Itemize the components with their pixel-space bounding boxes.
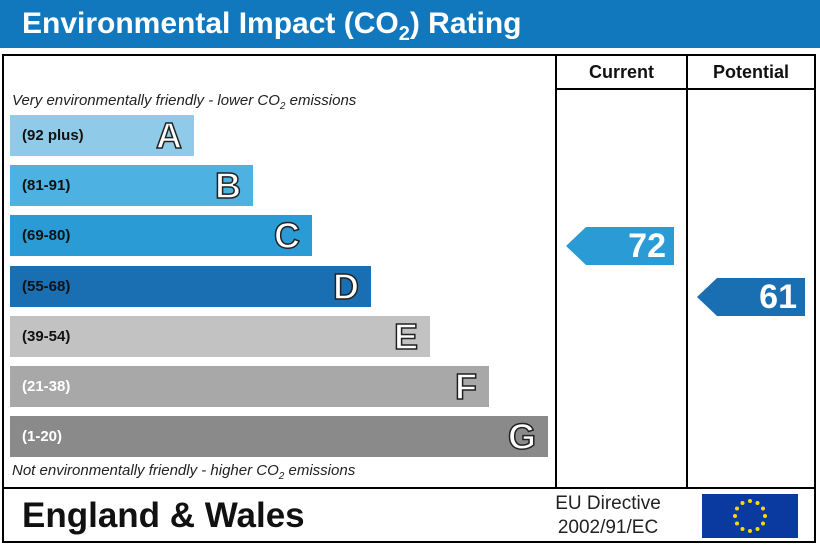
top-note: Very environmentally friendly - lower CO… xyxy=(12,92,357,112)
band-range-label: (39-54) xyxy=(22,328,71,345)
chart-frame xyxy=(2,54,816,543)
eu-star-icon xyxy=(735,521,739,526)
rating-band-e: (39-54) E xyxy=(10,315,430,358)
rating-band-g: (1-20) G xyxy=(10,415,548,458)
header-divider xyxy=(555,88,816,90)
band-letter: G xyxy=(507,415,537,458)
band-range-label: (92 plus) xyxy=(22,127,84,144)
potential-arrow-shape xyxy=(697,278,805,316)
eu-star-icon xyxy=(740,501,745,505)
eu-star-icon xyxy=(755,527,760,531)
band-range-label: (21-38) xyxy=(22,378,71,395)
eu-star-icon xyxy=(733,514,737,518)
title-bar: Environmental Impact (CO2) Rating xyxy=(0,0,820,48)
eu-star-icon xyxy=(755,501,760,505)
band-range-label: (69-80) xyxy=(22,227,71,244)
band-range-label: (81-91) xyxy=(22,177,71,194)
rating-band-c: (69-80) C xyxy=(10,214,312,257)
eu-directive: EU Directive 2002/91/EC xyxy=(520,492,696,540)
potential-rating-arrow: 61 xyxy=(697,278,805,316)
column-divider-2 xyxy=(686,54,688,489)
footer-divider xyxy=(2,487,816,489)
potential-rating-value: 61 xyxy=(759,278,797,316)
current-arrow-shape xyxy=(566,227,674,265)
band-letter: D xyxy=(332,265,360,308)
band-range-label: (1-20) xyxy=(22,428,63,445)
eu-directive-line1: EU Directive xyxy=(555,493,661,514)
eu-star-icon xyxy=(763,514,767,518)
band-letter: F xyxy=(454,365,478,408)
rating-band-d: (55-68) D xyxy=(10,265,371,308)
eu-star-icon xyxy=(761,506,765,511)
current-rating-arrow: 72 xyxy=(566,227,674,265)
rating-band-f: (21-38) F xyxy=(10,365,489,408)
bottom-note: Not environmentally friendly - higher CO… xyxy=(12,462,356,482)
eu-stars xyxy=(733,499,767,533)
column-header-potential: Potential xyxy=(712,62,789,82)
eu-directive-line2: 2002/91/EC xyxy=(557,517,659,538)
rating-band-b: (81-91) B xyxy=(10,164,253,207)
eu-star-icon xyxy=(761,521,765,526)
region-label: England & Wales xyxy=(22,496,305,535)
current-rating-value: 72 xyxy=(628,227,666,265)
band-range-label: (55-68) xyxy=(22,278,71,295)
band-letter: A xyxy=(155,114,183,157)
eu-star-icon xyxy=(735,506,739,511)
column-divider-1 xyxy=(555,54,557,489)
band-letter: C xyxy=(273,214,301,257)
eu-star-icon xyxy=(748,529,752,533)
column-header-current: Current xyxy=(588,62,654,82)
chart-title: Environmental Impact (CO2) Rating xyxy=(22,7,522,45)
eu-star-icon xyxy=(748,499,752,503)
eu-flag-icon xyxy=(702,494,798,538)
band-letter: E xyxy=(393,315,419,358)
band-letter: B xyxy=(214,164,242,207)
rating-band-a: (92 plus) A xyxy=(10,114,194,157)
eu-star-icon xyxy=(740,527,745,531)
